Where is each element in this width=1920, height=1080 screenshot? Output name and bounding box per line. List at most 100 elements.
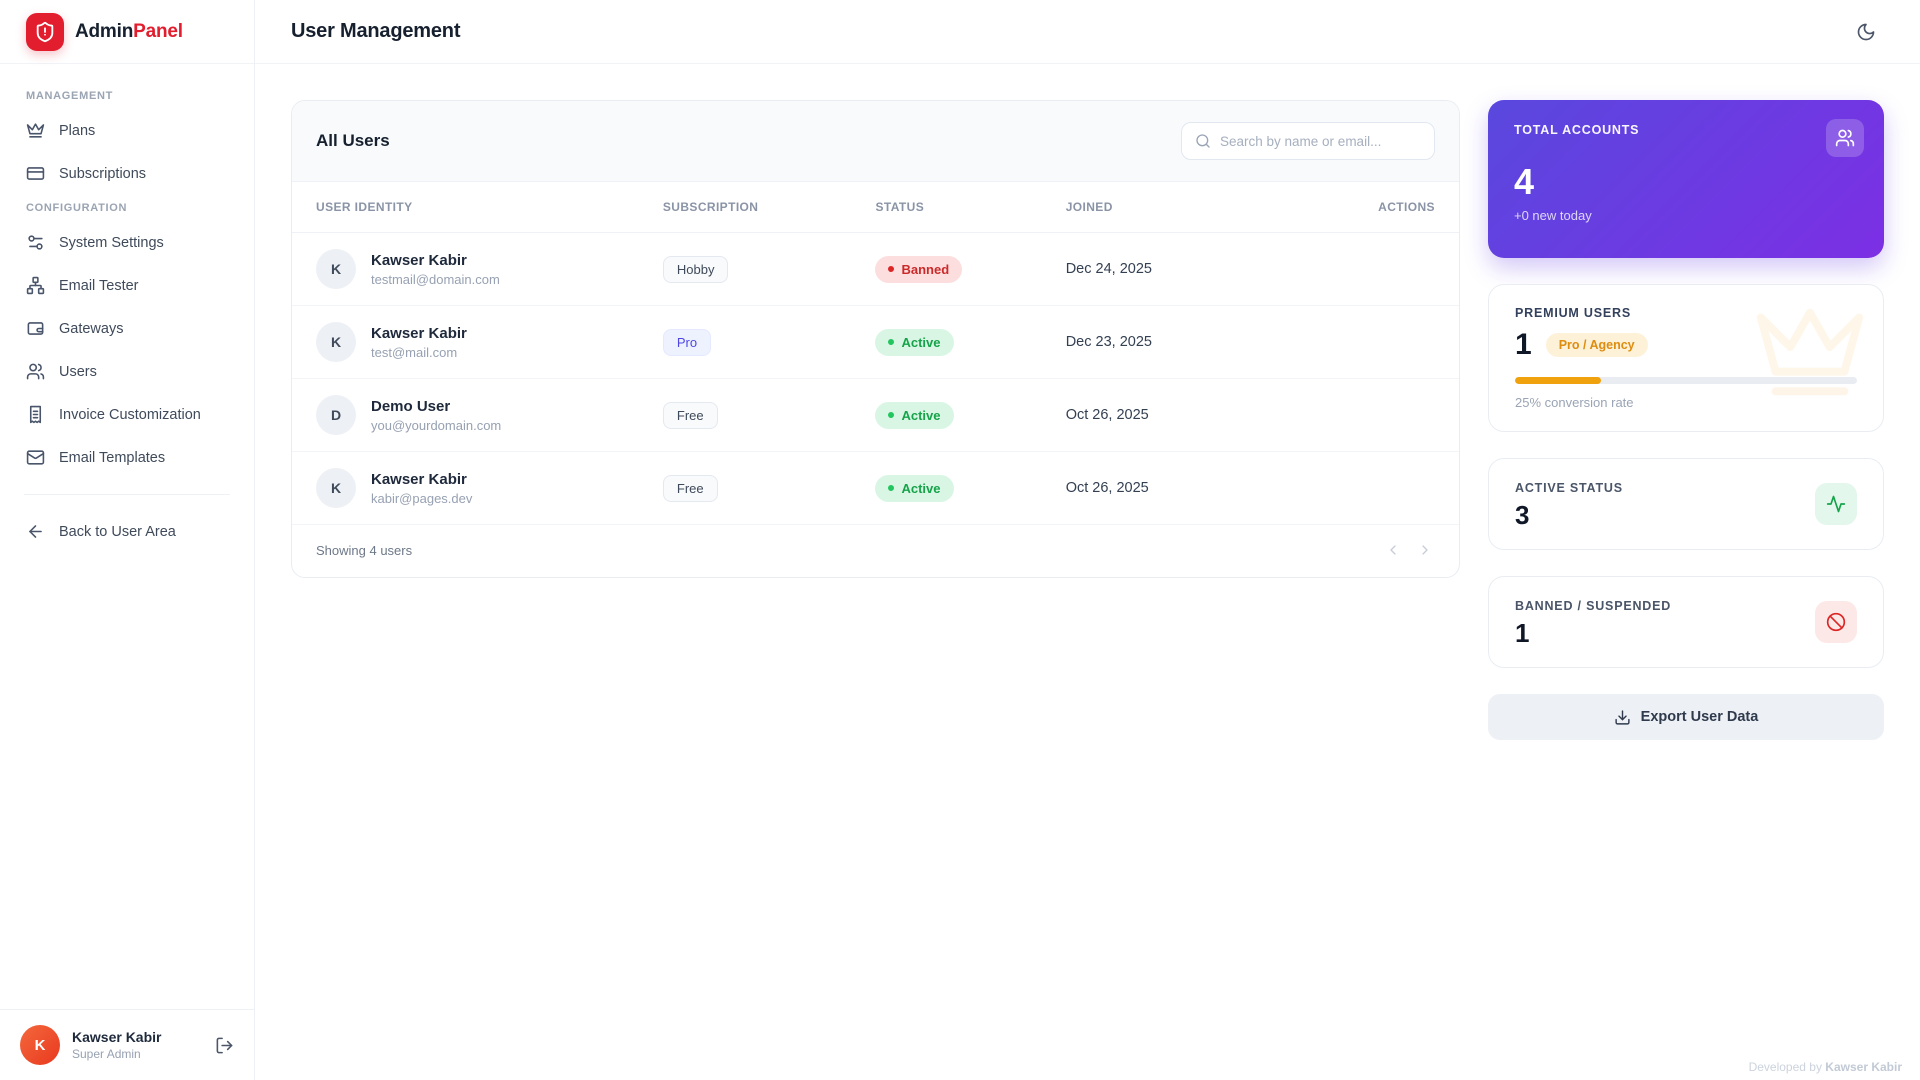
sidebar-item-gateways[interactable]: Gateways bbox=[16, 308, 238, 349]
sidebar-item-system-settings[interactable]: System Settings bbox=[16, 222, 238, 263]
sidebar-item-label: System Settings bbox=[59, 234, 164, 251]
stat-label: TOTAL ACCOUNTS bbox=[1514, 123, 1640, 137]
subscription-badge: Hobby bbox=[662, 255, 729, 283]
table-row[interactable]: D Demo User you@yourdomain.com Free Acti… bbox=[292, 379, 1459, 452]
stat-value: 1 bbox=[1515, 617, 1530, 648]
premium-plan-badge: Pro / Agency bbox=[1545, 333, 1648, 357]
section-label-configuration: CONFIGURATION bbox=[26, 202, 128, 214]
subscription-badge: Free bbox=[662, 474, 718, 502]
column-header-subscription: SUBSCRIPTION bbox=[662, 200, 759, 214]
content: All Users USER IDENTITY SUBSCRIPTION STA… bbox=[255, 64, 1920, 1080]
sidebar-item-plans[interactable]: Plans bbox=[16, 110, 238, 151]
conversion-progress-fill bbox=[1515, 377, 1601, 384]
column-header-joined: JOINED bbox=[1065, 200, 1113, 214]
sidebar-item-email-templates[interactable]: Email Templates bbox=[16, 437, 238, 478]
stat-label: ACTIVE STATUS bbox=[1515, 480, 1623, 495]
activity-icon bbox=[1815, 483, 1857, 525]
total-accounts-card: TOTAL ACCOUNTS 4 +0 new today bbox=[1488, 100, 1884, 258]
avatar: K bbox=[316, 249, 356, 289]
joined-cell: Oct 26, 2025 bbox=[1065, 480, 1149, 496]
joined-cell: Oct 26, 2025 bbox=[1065, 407, 1149, 423]
user-identity-cell: K Kawser Kabir test@mail.com bbox=[316, 322, 663, 362]
search-box bbox=[1181, 122, 1435, 160]
sidebar-item-label: Subscriptions bbox=[59, 165, 147, 182]
table-row[interactable]: K Kawser Kabir test@mail.com Pro Active … bbox=[292, 306, 1459, 379]
user-email: testmail@domain.com bbox=[371, 271, 500, 287]
column-header-actions: ACTIONS bbox=[1378, 200, 1435, 214]
premium-users-card: PREMIUM USERS 1 Pro / Agency 25% convers… bbox=[1488, 284, 1884, 432]
user-text: Kawser Kabir kabir@pages.dev bbox=[371, 471, 472, 506]
status-cell: Active bbox=[875, 328, 1065, 356]
profile-role: Super Admin bbox=[72, 1047, 141, 1061]
subscription-cell: Free bbox=[662, 401, 876, 429]
sidebar-nav: MANAGEMENT Plans Subscriptions CONFIGURA… bbox=[0, 64, 254, 1009]
table-row[interactable]: K Kawser Kabir kabir@pages.dev Free Acti… bbox=[292, 452, 1459, 525]
status-badge: Active bbox=[875, 401, 954, 429]
stat-value: 4 bbox=[1514, 161, 1535, 202]
status-badge: Banned bbox=[875, 255, 963, 283]
joined-cell: Dec 23, 2025 bbox=[1065, 334, 1152, 350]
stat-subtext: 25% conversion rate bbox=[1515, 395, 1634, 410]
logout-icon[interactable] bbox=[215, 1036, 234, 1055]
row-count-summary: Showing 4 users bbox=[316, 542, 413, 558]
stat-label: PREMIUM USERS bbox=[1515, 306, 1631, 320]
status-dot bbox=[888, 412, 895, 418]
profile-name: Kawser Kabir bbox=[72, 1029, 162, 1045]
banned-suspended-card: BANNED / SUSPENDED 1 bbox=[1488, 576, 1884, 668]
profile-info: Kawser Kabir Super Admin bbox=[72, 1029, 161, 1061]
export-user-data-button[interactable]: Export User Data bbox=[1488, 694, 1884, 740]
joined-cell: Dec 24, 2025 bbox=[1065, 261, 1152, 277]
shield-alert-icon bbox=[26, 12, 64, 51]
stats-column: TOTAL ACCOUNTS 4 +0 new today PREMIUM US… bbox=[1488, 100, 1884, 740]
avatar: K bbox=[316, 468, 356, 508]
sidebar-item-label: Email Templates bbox=[59, 449, 166, 466]
stat-label: BANNED / SUSPENDED bbox=[1515, 598, 1672, 613]
all-users-card-header: All Users bbox=[292, 101, 1459, 181]
export-button-label: Export User Data bbox=[1640, 709, 1759, 725]
column-header-status: STATUS bbox=[875, 200, 925, 214]
status-badge: Active bbox=[875, 328, 954, 356]
back-to-user-area-link[interactable]: Back to User Area bbox=[16, 511, 238, 552]
status-cell: Banned bbox=[875, 255, 1065, 283]
crown-icon bbox=[26, 121, 45, 140]
topbar: User Management bbox=[255, 0, 1920, 64]
user-name: Demo User bbox=[371, 397, 451, 415]
user-name: Kawser Kabir bbox=[371, 324, 467, 342]
status-cell: Active bbox=[875, 474, 1065, 502]
card-title: All Users bbox=[316, 131, 390, 150]
user-email: test@mail.com bbox=[371, 344, 458, 360]
chevron-left-icon[interactable] bbox=[1383, 540, 1403, 560]
avatar: D bbox=[316, 395, 356, 435]
moon-icon[interactable] bbox=[1850, 16, 1882, 48]
developer-name: Kawser Kabir bbox=[1825, 1060, 1902, 1074]
wallet-icon bbox=[26, 319, 45, 338]
users-icon bbox=[1826, 119, 1864, 157]
table-header-row: USER IDENTITY SUBSCRIPTION STATUS JOINED… bbox=[292, 181, 1459, 233]
subscription-cell: Hobby bbox=[662, 255, 876, 283]
users-icon bbox=[26, 362, 45, 381]
status-cell: Active bbox=[875, 401, 1065, 429]
sidebar-item-users[interactable]: Users bbox=[16, 351, 238, 392]
all-users-card: All Users USER IDENTITY SUBSCRIPTION STA… bbox=[291, 100, 1460, 578]
sidebar-item-label: Users bbox=[59, 363, 97, 380]
table-row[interactable]: K Kawser Kabir testmail@domain.com Hobby… bbox=[292, 233, 1459, 306]
user-name: Kawser Kabir bbox=[371, 470, 467, 488]
banned-suspended-text: BANNED / SUSPENDED 1 bbox=[1515, 599, 1671, 646]
table-footer: Showing 4 users bbox=[292, 525, 1459, 577]
developer-credit: Developed by Kawser Kabir bbox=[1748, 1060, 1902, 1074]
stat-value: 3 bbox=[1515, 499, 1530, 530]
brand-name: AdminPanel bbox=[75, 20, 183, 42]
user-identity-cell: K Kawser Kabir testmail@domain.com bbox=[316, 249, 663, 289]
sidebar-item-label: Invoice Customization bbox=[59, 406, 201, 423]
sidebar-item-invoice-customization[interactable]: Invoice Customization bbox=[16, 394, 238, 435]
status-dot bbox=[888, 266, 895, 272]
chevron-right-icon[interactable] bbox=[1415, 540, 1435, 560]
sidebar-item-email-tester[interactable]: Email Tester bbox=[16, 265, 238, 306]
search-icon bbox=[1195, 133, 1211, 149]
conversion-progress-track bbox=[1515, 377, 1857, 384]
credit-card-icon bbox=[26, 164, 45, 183]
search-input[interactable] bbox=[1220, 133, 1421, 149]
active-status-card: ACTIVE STATUS 3 bbox=[1488, 458, 1884, 550]
sidebar-item-subscriptions[interactable]: Subscriptions bbox=[16, 153, 238, 194]
mail-icon bbox=[26, 448, 45, 467]
